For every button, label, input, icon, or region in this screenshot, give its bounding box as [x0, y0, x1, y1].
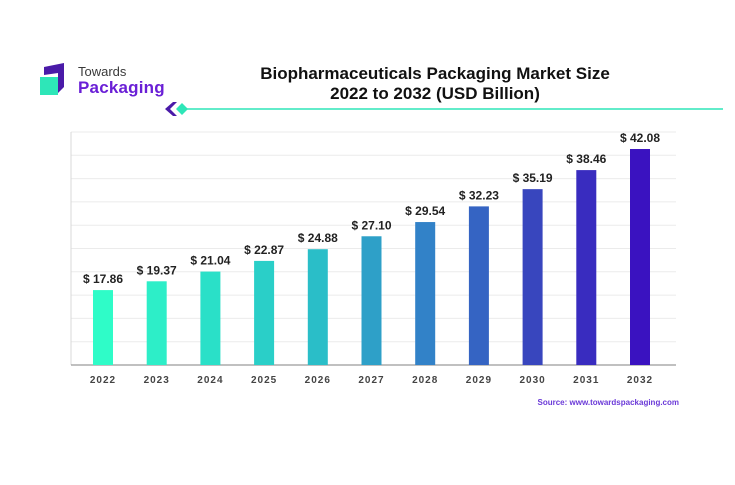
bar-2026 [307, 249, 328, 365]
logo-text-packaging: Packaging [78, 78, 165, 97]
x-tick-2029: 2029 [466, 375, 492, 386]
diamond-icon [176, 103, 188, 115]
x-tick-2023: 2023 [144, 375, 170, 386]
value-label-2024: $ 21.04 [190, 254, 230, 268]
bar-2024 [200, 271, 221, 365]
value-label-2023: $ 19.37 [137, 263, 177, 277]
value-label-2026: $ 24.88 [298, 231, 338, 245]
value-label-2025: $ 22.87 [244, 243, 284, 257]
value-label-2028: $ 29.54 [405, 204, 445, 218]
bar-2027 [361, 236, 382, 365]
x-tick-2026: 2026 [305, 375, 331, 386]
chart-title: Biopharmaceuticals Packaging Market Size… [200, 64, 670, 104]
cube-logo-icon [40, 63, 64, 95]
bar-2025 [254, 260, 275, 365]
x-tick-2027: 2027 [358, 375, 384, 386]
value-label-2027: $ 27.10 [351, 218, 391, 232]
towards-packaging-logo: Towards Packaging [38, 63, 168, 103]
value-label-2031: $ 38.46 [566, 152, 606, 166]
x-tick-2022: 2022 [90, 375, 116, 386]
header-divider [165, 102, 723, 116]
source-note: Source: www.towardspackaging.com [537, 398, 679, 407]
x-tick-2024: 2024 [197, 375, 223, 386]
value-label-2032: $ 42.08 [620, 131, 660, 145]
x-tick-2032: 2032 [627, 375, 653, 386]
x-tick-2028: 2028 [412, 375, 438, 386]
logo-text-towards: Towards [78, 64, 127, 79]
bar-2022 [93, 290, 113, 365]
chart-title-line1: Biopharmaceuticals Packaging Market Size [260, 64, 610, 83]
bar-2031 [576, 170, 597, 365]
chevron-left-icon [165, 102, 177, 116]
value-label-2029: $ 32.23 [459, 188, 499, 202]
x-tick-2025: 2025 [251, 375, 277, 386]
x-tick-2031: 2031 [573, 375, 599, 386]
value-label-2030: $ 35.19 [513, 171, 553, 185]
bar-2028 [415, 222, 436, 365]
bars [93, 149, 650, 365]
chart-title-line2: 2022 to 2032 (USD Billion) [330, 84, 540, 103]
x-tick-labels: 2022 2023 2024 2025 2026 2027 2028 2029 2030 2031… [90, 375, 653, 386]
value-label-2022: $ 17.86 [83, 272, 123, 286]
bar-2029 [468, 206, 489, 365]
bar-2023 [146, 281, 167, 365]
value-labels: $ 17.86 $ 19.37 $ 21.04 $ 22.87 $ 24.88 $ 27.… [83, 131, 660, 286]
bar-2032 [630, 149, 650, 365]
x-tick-2030: 2030 [519, 375, 545, 386]
bar-2030 [522, 189, 543, 365]
